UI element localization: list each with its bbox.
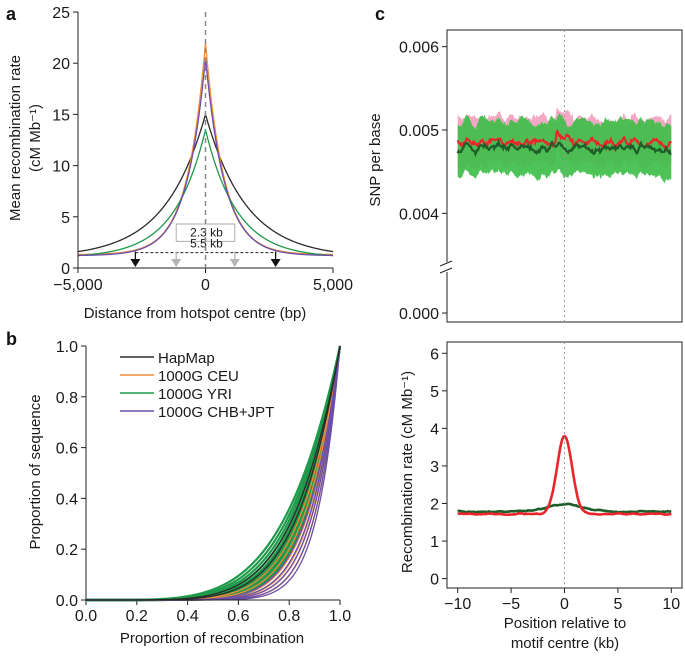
panel-c-bottom-x-label-2: motif centre (kb) bbox=[511, 635, 619, 652]
panel-b-x-tick-label: 0.0 bbox=[75, 608, 97, 625]
panel-b-x-tick-label: 0.8 bbox=[278, 608, 300, 625]
panel-a-annotation-label: 2.3 kb bbox=[190, 225, 223, 239]
panel-b-legend-label-yri: 1000G YRI bbox=[158, 386, 232, 403]
panel-c-top-y-tick-label: 0.004 bbox=[399, 206, 439, 223]
panel-letter-b: b bbox=[6, 329, 17, 349]
panel-c-bottom-chart: 0 1 2 3 4 5 6 −10 −5 0 5 10 Recombination rate (cM … bbox=[399, 341, 683, 652]
panel-a-y-tick-label: 15 bbox=[52, 107, 70, 124]
panel-b-x-tick-label: 0.6 bbox=[227, 608, 249, 625]
panel-c-top-break-mark bbox=[439, 267, 453, 274]
panel-a-y-tick-label: 25 bbox=[52, 5, 70, 22]
panel-b-y-label: Proportion of sequence bbox=[27, 394, 44, 549]
panel-a-y-tick-label: 10 bbox=[52, 159, 70, 176]
panel-a-y-tick-label: 5 bbox=[61, 210, 70, 227]
panel-c-bottom-y-tick-label: 6 bbox=[430, 346, 439, 363]
panel-a-y-tick-label: 0 bbox=[61, 261, 70, 278]
panel-c-top-line-darkgreen bbox=[456, 138, 672, 158]
panel-c-top-break-tick-label: 0.000 bbox=[399, 306, 439, 323]
panel-c-bottom-x-tick-label: −10 bbox=[444, 596, 471, 613]
panel-c-top-chart: 0.004 0.005 0.006 0.000 SNP per base bbox=[367, 29, 683, 323]
panel-c-bottom-y-tick-label: 2 bbox=[430, 496, 439, 513]
panel-b-x-label: Proportion of recombination bbox=[120, 630, 304, 647]
panel-c-top-break-gap bbox=[439, 262, 453, 272]
panel-c-bottom-x-label: Position relative to bbox=[504, 615, 627, 632]
panel-a-black-arrow-head bbox=[270, 259, 281, 267]
panel-b-y-tick-label: 0.4 bbox=[56, 491, 78, 508]
panel-letter-c: c bbox=[375, 4, 385, 24]
panel-c-bottom-y-tick-label: 0 bbox=[430, 572, 439, 589]
panel-a-y-units: (cM Mb⁻¹) bbox=[27, 104, 44, 172]
panel-c-bottom-x-tick-label: −5 bbox=[502, 596, 520, 613]
panel-c-bottom-line-darkgreen bbox=[457, 502, 672, 514]
panel-a-x-tick-label: 0 bbox=[201, 277, 210, 294]
panel-c-bottom-y-tick-label: 3 bbox=[430, 459, 439, 476]
panel-b-x-tick-label: 0.4 bbox=[176, 608, 198, 625]
panel-a-x-tick-label: −5,000 bbox=[53, 277, 102, 294]
panel-c-bottom-y-tick-label: 5 bbox=[430, 384, 439, 401]
panel-c-bottom-x-tick-label: 5 bbox=[613, 596, 622, 613]
panel-c-bottom-y-tick-label: 1 bbox=[430, 534, 439, 551]
panel-a-y-tick-label: 20 bbox=[52, 56, 70, 73]
panel-b-y-tick-label: 1.0 bbox=[56, 339, 78, 356]
panel-b-x-tick-label: 0.2 bbox=[126, 608, 148, 625]
panel-c-top-y-tick-label: 0.006 bbox=[399, 40, 439, 57]
panel-c-top-break-mark bbox=[439, 260, 453, 267]
panel-c-top-axis-break bbox=[439, 260, 453, 274]
panel-b-y-tick-label: 0.8 bbox=[56, 390, 78, 407]
panel-a-annotation-label: 5.5 kb bbox=[190, 237, 223, 251]
panel-a-x-tick-label: 5,000 bbox=[313, 277, 353, 294]
panel-c-bottom-x-tick-label: 10 bbox=[662, 596, 680, 613]
panel-c-bottom-y-label: Recombination rate (cM Mb⁻¹) bbox=[399, 371, 416, 573]
panel-a-x-label: Distance from hotspot centre (bp) bbox=[84, 305, 307, 322]
panel-b-y-tick-label: 0.2 bbox=[56, 542, 78, 559]
panel-b-legend-label-hapmap: HapMap bbox=[158, 350, 215, 367]
panel-b-y-tick-label: 0.0 bbox=[56, 593, 78, 610]
panel-a-grey-arrow-head bbox=[229, 259, 240, 267]
panel-b-chart: 0.0 0.2 0.4 0.6 0.8 1.0 0.0 0.2 0.4 0.6 0.8 1.0 Hap… bbox=[27, 339, 351, 647]
panel-a-grey-arrow-head bbox=[171, 259, 182, 267]
panel-a-y-label: Mean recombination rate bbox=[7, 55, 24, 221]
panel-c-top-y-label: SNP per base bbox=[367, 113, 384, 206]
panel-a-black-arrow-head bbox=[130, 259, 141, 267]
panel-b-legend-label-ceu: 1000G CEU bbox=[158, 368, 239, 385]
panel-c-top-line-red bbox=[456, 129, 672, 153]
panel-c-bottom-x-tick-label: 0 bbox=[560, 596, 569, 613]
panel-b-x-tick-label: 1.0 bbox=[329, 608, 351, 625]
panel-letter-a: a bbox=[6, 4, 17, 24]
panel-c-bottom-y-tick-label: 4 bbox=[430, 421, 439, 438]
panel-c-top-y-tick-label: 0.005 bbox=[399, 123, 439, 140]
panel-b-legend-label-chb: 1000G CHB+JPT bbox=[158, 404, 274, 421]
panel-c-bottom-line-red bbox=[457, 434, 672, 517]
panel-b-y-tick-label: 0.6 bbox=[56, 441, 78, 458]
